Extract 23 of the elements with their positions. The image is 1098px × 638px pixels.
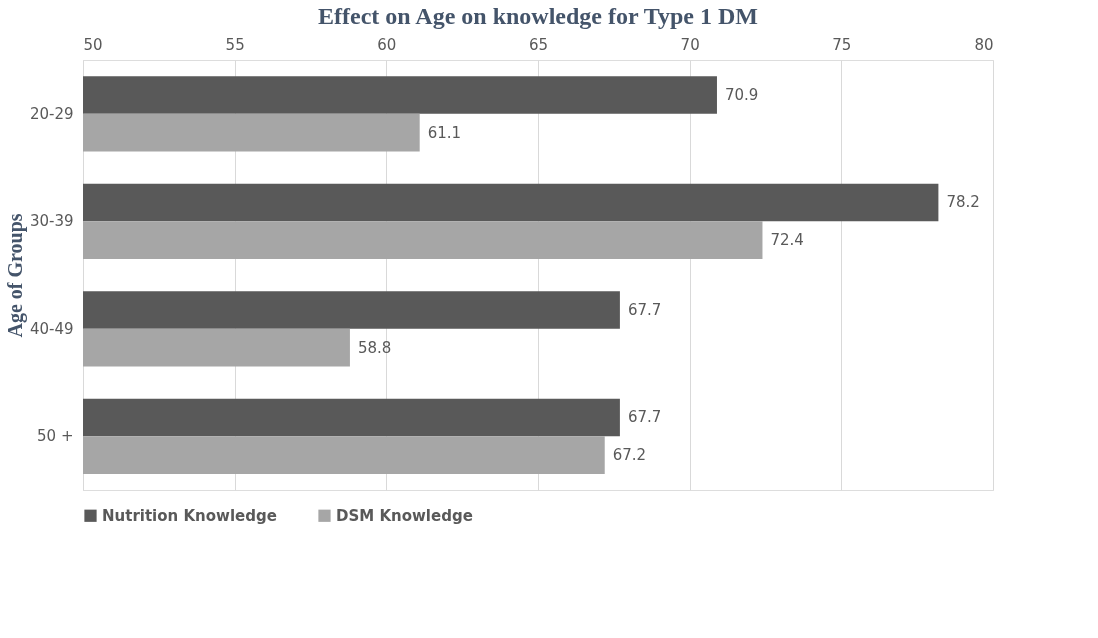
data-label: 58.8 <box>357 338 392 357</box>
x-tick-label: 80 <box>974 35 994 54</box>
data-label: 72.4 <box>770 231 804 250</box>
y-tick-label: 30-39 <box>29 212 74 231</box>
y-tick-label: 40-49 <box>29 319 74 338</box>
x-tick-label: 65 <box>528 35 549 54</box>
legend-label: DSM Knowledge <box>336 506 473 525</box>
y-axis-title: Age of Groups <box>3 213 27 338</box>
data-label: 67.2 <box>612 446 647 465</box>
x-tick-label: 50 <box>83 35 103 54</box>
y-tick-label: 20-29 <box>29 104 74 123</box>
data-label: 67.7 <box>627 300 662 319</box>
chart-title: Effect on Age on knowledge for Type 1 DM <box>318 3 758 29</box>
y-tick-label: 50 + <box>37 427 74 446</box>
x-tick-label: 75 <box>832 35 852 54</box>
data-label: 70.9 <box>724 85 759 104</box>
data-label: 78.2 <box>946 193 980 212</box>
x-tick-label: 60 <box>377 35 397 54</box>
x-tick-label: 70 <box>680 35 700 54</box>
data-label: 61.1 <box>427 123 462 142</box>
legend-label: Nutrition Knowledge <box>102 506 277 525</box>
x-tick-label: 55 <box>225 35 245 54</box>
data-label: 67.7 <box>627 408 662 427</box>
